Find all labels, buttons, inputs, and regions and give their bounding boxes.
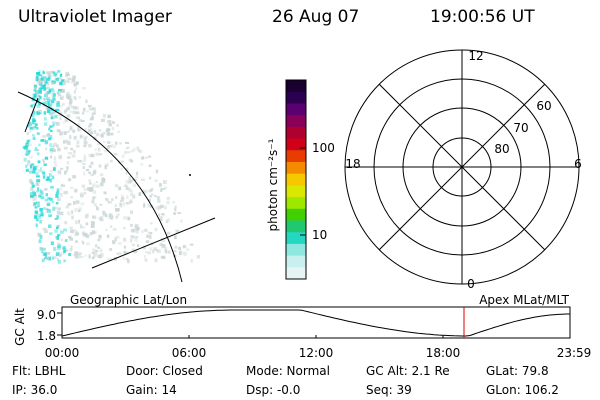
meridian-line xyxy=(24,97,39,133)
center-marker xyxy=(189,174,191,176)
mlt-label-18: 18 xyxy=(345,157,360,171)
mlt-label-0: 0 xyxy=(467,277,475,291)
colorbar-swatch xyxy=(286,185,306,198)
colorbar-swatch xyxy=(286,103,306,116)
colorbar-swatch xyxy=(286,91,306,104)
timeline-left-title: Geographic Lat/Lon xyxy=(70,293,187,307)
info-glat: GLat: 79.8 xyxy=(486,364,549,378)
colorbar-swatch xyxy=(286,173,306,186)
aurora-emission xyxy=(22,70,200,264)
geographic-image-panel xyxy=(17,70,216,283)
info-door: Door: Closed xyxy=(126,364,203,378)
timeline-x-tick-label: 06:00 xyxy=(172,346,207,360)
colorbar-tick-label: 10 xyxy=(312,228,327,242)
info-glon: GLon: 106.2 xyxy=(486,383,559,397)
timeline-x-tick-label: 12:00 xyxy=(299,346,334,360)
colorbar-swatch xyxy=(286,267,306,280)
instrument-title: Ultraviolet Imager xyxy=(18,7,172,27)
info-gc-alt: GC Alt: 2.1 Re xyxy=(366,364,450,378)
colorbar: 100 10 photon cm⁻²s⁻¹ xyxy=(266,79,335,280)
colorbar-frame xyxy=(285,79,307,280)
altitude-curve xyxy=(61,309,570,337)
timeline-x-tick-label: 00:00 xyxy=(45,346,80,360)
time-label: 19:00:56 UT xyxy=(430,7,535,27)
colorbar-swatch xyxy=(286,150,306,163)
info-dsp: Dsp: -0.0 xyxy=(246,383,301,397)
info-gain: Gain: 14 xyxy=(126,383,177,397)
timeline-y-tick-max: 9.0 xyxy=(37,308,56,322)
colorbar-swatch xyxy=(286,255,306,268)
mlt-label-6: 6 xyxy=(574,157,582,171)
timeline-x-tick-label: 18:00 xyxy=(426,346,461,360)
colorbar-tick-label: 100 xyxy=(312,141,335,155)
colorbar-swatch xyxy=(286,208,306,221)
timeline-y-tick-min: 1.8 xyxy=(37,329,56,343)
latitude-arc xyxy=(17,91,183,283)
colorbar-swatch xyxy=(286,126,306,140)
terminator-line xyxy=(91,217,216,269)
info-filter: Flt: LBHL xyxy=(12,364,66,378)
colorbar-swatch xyxy=(286,220,306,233)
info-ip: IP: 36.0 xyxy=(12,383,58,397)
timeline-y-axis-label: GC Alt xyxy=(13,308,27,346)
timeline-right-title: Apex MLat/MLT xyxy=(479,293,569,307)
colorbar-swatch xyxy=(286,80,306,93)
polar-diagonal-line xyxy=(378,83,546,251)
altitude-timeline: Geographic Lat/Lon Apex MLat/MLT GC Alt … xyxy=(13,293,591,360)
mlat-label-60: 60 xyxy=(536,99,551,113)
colorbar-swatch xyxy=(286,161,306,175)
colorbar-swatch xyxy=(286,138,306,151)
info-mode: Mode: Normal xyxy=(246,364,330,378)
colorbar-swatch xyxy=(286,197,306,210)
mlt-label-12: 12 xyxy=(468,49,483,63)
colorbar-swatch xyxy=(286,232,306,245)
mlat-label-70: 70 xyxy=(513,121,528,135)
info-seq: Seq: 39 xyxy=(366,383,412,397)
timeline-x-tick-label: 23:59 xyxy=(557,346,592,360)
colorbar-swatch xyxy=(286,115,306,128)
date-label: 26 Aug 07 xyxy=(272,7,360,27)
polar-mlat-mlt-plot: 12 6 0 18 60 70 80 xyxy=(344,49,582,291)
timeline-frame xyxy=(61,306,571,339)
colorbar-swatch xyxy=(286,243,306,257)
mlat-label-80: 80 xyxy=(494,142,509,156)
colorbar-unit-label: photon cm⁻²s⁻¹ xyxy=(266,138,280,231)
